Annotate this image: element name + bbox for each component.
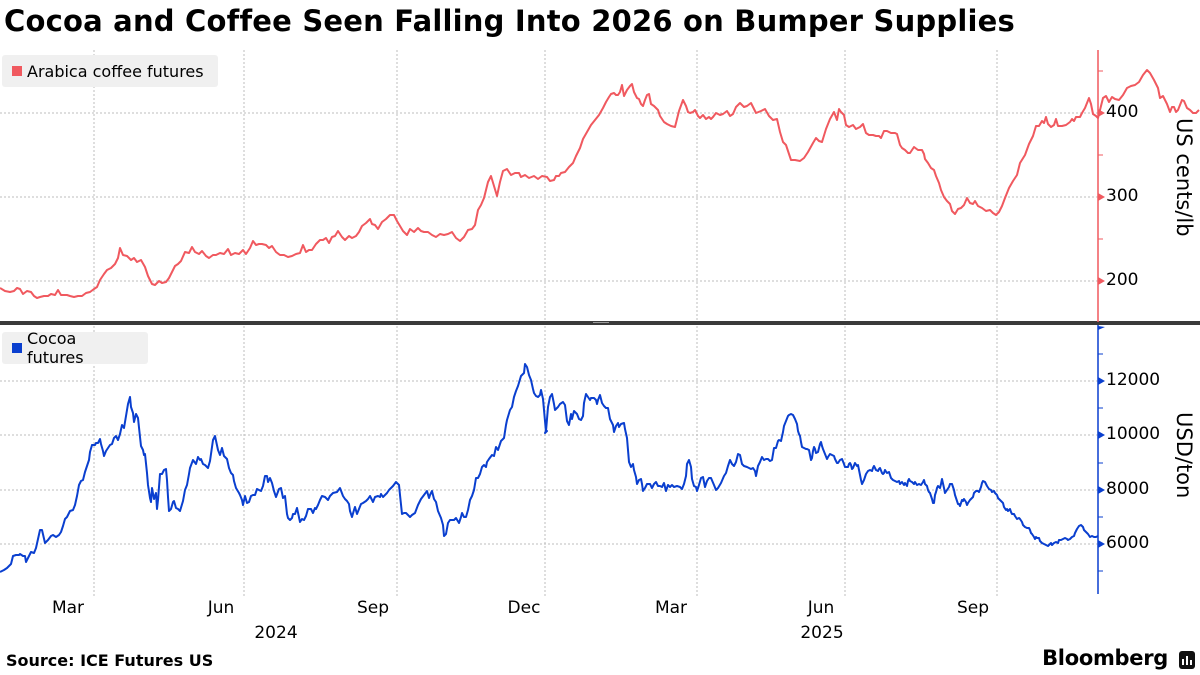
cocoa-gridlines xyxy=(0,380,1098,545)
cocoa-legend: Cocoa futures xyxy=(2,329,148,367)
xtick-jun-2024: Jun xyxy=(207,598,235,618)
cocoa-minor-ticks xyxy=(1098,353,1103,572)
coffee-legend: Arabica coffee futures xyxy=(2,55,218,87)
divider-handle-icon[interactable] xyxy=(593,322,609,323)
coffee-gridlines xyxy=(0,112,1098,282)
source-note: Source: ICE Futures US xyxy=(6,651,214,670)
cocoa-ytick-12000: 12000 xyxy=(1106,370,1161,390)
bloomberg-chart-icon xyxy=(1179,651,1195,669)
xtick-mar-2025: Mar xyxy=(654,598,688,618)
xtick-sep-2025: Sep xyxy=(956,598,990,618)
xtick-jun-2025: Jun xyxy=(807,598,835,618)
coffee-tick-markers xyxy=(1098,109,1105,285)
coffee-legend-label: Arabica coffee futures xyxy=(27,61,204,81)
coffee-legend-swatch-icon xyxy=(12,66,22,76)
cocoa-ytick-10000: 10000 xyxy=(1106,424,1161,444)
cocoa-ytick-8000: 8000 xyxy=(1106,479,1150,499)
chart-title: Cocoa and Coffee Seen Falling Into 2026 … xyxy=(4,4,1015,38)
cocoa-tick-markers xyxy=(1098,326,1105,548)
cocoa-legend-label: Cocoa futures xyxy=(27,329,84,367)
coffee-y-axis-label: US cents/lb xyxy=(1172,118,1196,237)
coffee-line xyxy=(0,69,1200,299)
cocoa-line xyxy=(0,363,1099,573)
xtick-sep-2024: Sep xyxy=(356,598,390,618)
bloomberg-logo: Bloomberg xyxy=(1042,646,1168,670)
coffee-ytick-200: 200 xyxy=(1106,270,1139,290)
coffee-minor-ticks xyxy=(1098,70,1103,240)
cocoa-ytick-6000: 6000 xyxy=(1106,533,1150,553)
cocoa-legend-swatch-icon xyxy=(12,343,22,353)
coffee-ytick-400: 400 xyxy=(1106,102,1139,122)
coffee-ytick-300: 300 xyxy=(1106,186,1139,206)
cocoa-y-axis-label: USD/ton xyxy=(1172,412,1196,499)
xtick-mar-2024: Mar xyxy=(51,598,85,618)
xaxis-year-2025: 2025 xyxy=(800,623,844,643)
xaxis-year-2024: 2024 xyxy=(254,623,298,643)
xtick-dec-2024: Dec xyxy=(507,598,541,618)
